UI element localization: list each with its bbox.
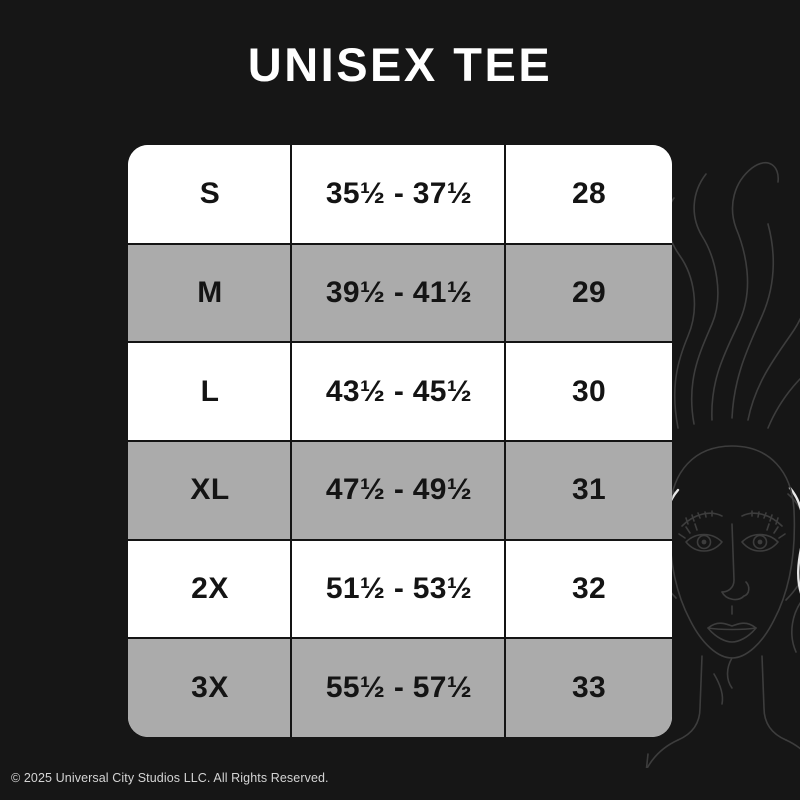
cell-size: 3X xyxy=(128,636,292,737)
cell-chest: 39½ - 41½ xyxy=(292,241,506,345)
size-chart-table: S 35½ - 37½ 28 M 39½ - 41½ 29 L 43½ - 45… xyxy=(128,145,672,737)
cell-size: 2X xyxy=(128,537,292,641)
table-row: M 39½ - 41½ 29 xyxy=(128,241,672,345)
cell-chest: 51½ - 53½ xyxy=(292,537,506,641)
cell-size: S xyxy=(128,145,292,246)
copyright-notice: © 2025 Universal City Studios LLC. All R… xyxy=(11,771,329,785)
page-title: UNISEX TEE xyxy=(247,38,553,91)
table-row: L 43½ - 45½ 30 xyxy=(128,340,672,443)
cell-length: 31 xyxy=(572,473,606,507)
cell-length: 33 xyxy=(572,670,606,704)
cell-size: M xyxy=(128,241,292,345)
cell-length: 29 xyxy=(572,276,606,309)
table-row: XL 47½ - 49½ 31 xyxy=(128,439,672,542)
cell-chest: 55½ - 57½ xyxy=(292,636,506,737)
table-row: S 35½ - 37½ 28 xyxy=(128,145,672,246)
cell-chest: 35½ - 37½ xyxy=(292,145,506,246)
cell-length: 30 xyxy=(572,374,606,408)
cell-size: XL xyxy=(128,439,292,542)
cell-chest: 43½ - 45½ xyxy=(292,340,506,443)
table-row: 2X 51½ - 53½ 32 xyxy=(128,537,672,641)
table-row: 3X 55½ - 57½ 33 xyxy=(128,636,672,737)
cell-length: 32 xyxy=(572,572,606,606)
cell-chest: 47½ - 49½ xyxy=(292,439,506,542)
cell-size: L xyxy=(128,340,292,443)
cell-length: 28 xyxy=(572,177,606,211)
